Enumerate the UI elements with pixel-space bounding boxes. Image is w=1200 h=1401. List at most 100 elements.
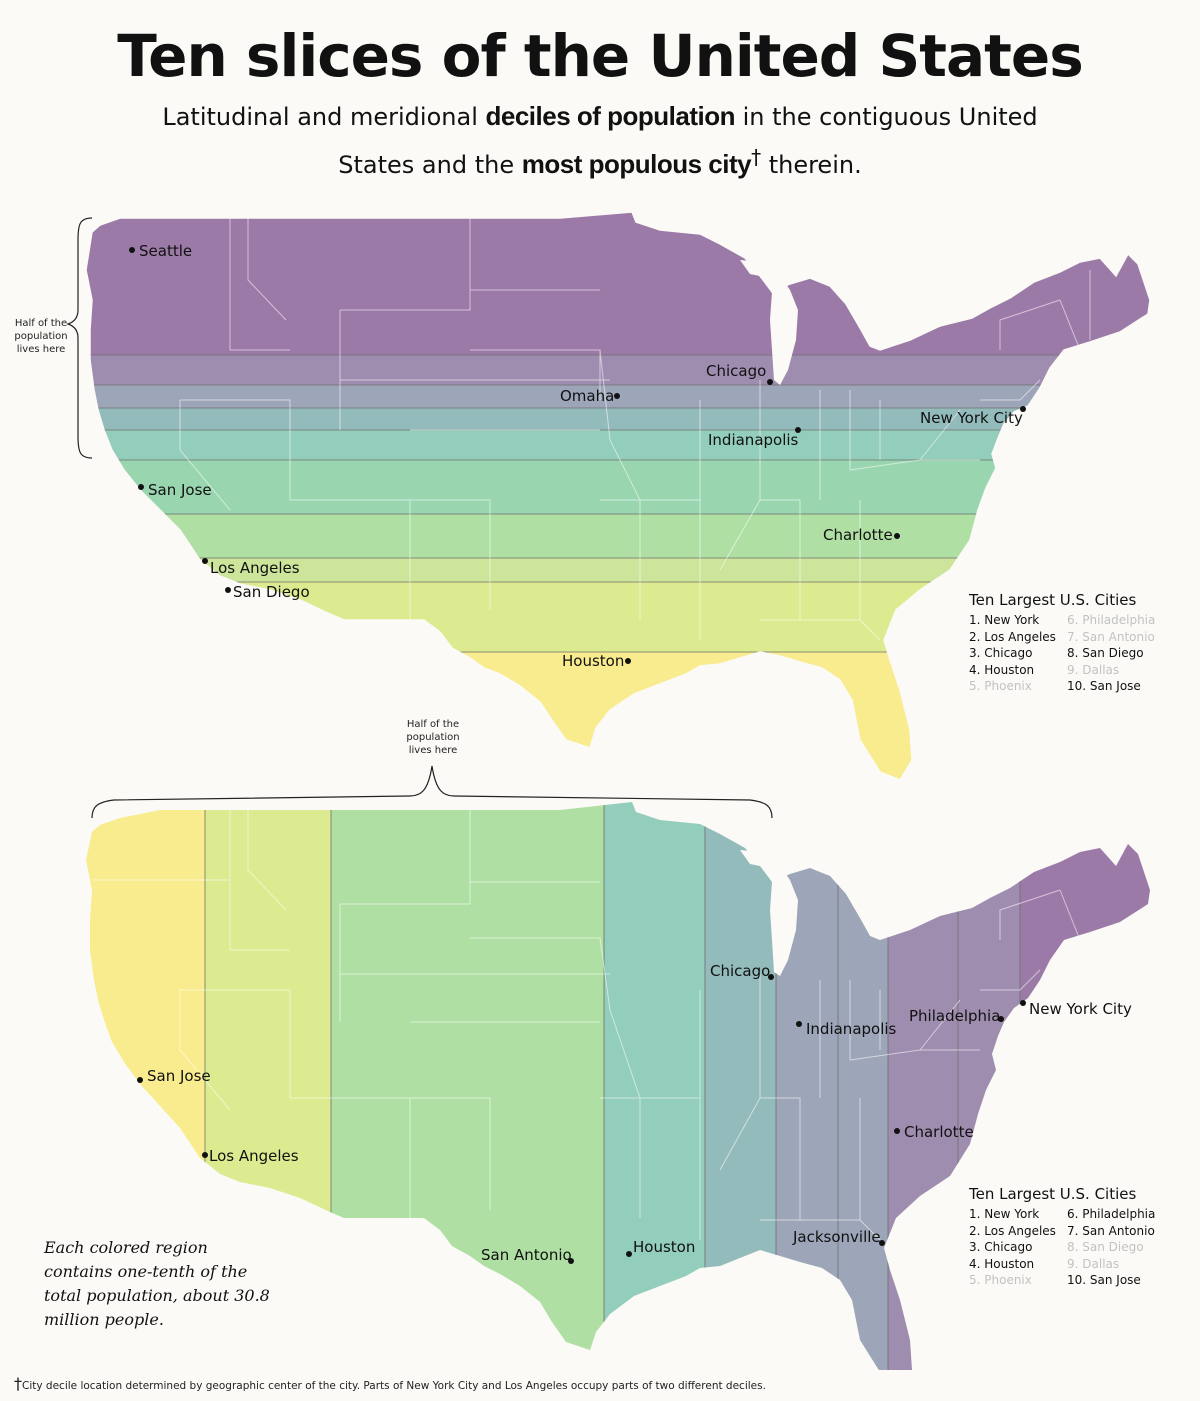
legend-item: 4. Houston xyxy=(969,1256,1035,1271)
legend-item: 6. Philadelphia xyxy=(1067,1207,1156,1221)
legend-items: 1. New York 6. Philadelphia 2. Los Angel… xyxy=(969,613,1169,695)
subtitle-bold-city: most populous city xyxy=(521,149,752,179)
city-dot-new-york-city xyxy=(1020,1000,1026,1006)
city-label-indianapolis: Indianapolis xyxy=(708,431,799,449)
city-dot-san-jose xyxy=(138,484,144,490)
city-label-houston: Houston xyxy=(633,1238,696,1256)
latitudinal-decile-band xyxy=(86,460,1150,514)
legend-item: 4. Houston xyxy=(969,662,1035,677)
city-dot-san-antonio xyxy=(568,1258,574,1264)
meridional-map-svg xyxy=(86,765,1150,1370)
city-label-san-antonio: San Antonio xyxy=(481,1246,572,1264)
city-label-new-york-city: New York City xyxy=(920,409,1023,427)
legend-item: 9. Dallas xyxy=(1067,662,1120,677)
footnote: †City decile location determined by geog… xyxy=(14,1374,766,1393)
subtitle-dagger: † xyxy=(751,145,762,169)
legend-item: 2. Los Angeles xyxy=(969,1223,1056,1238)
city-label-new-york-city: New York City xyxy=(1029,1000,1132,1018)
city-dot-chicago xyxy=(767,379,773,385)
meridional-state-borders xyxy=(92,810,1081,1241)
city-dot-houston xyxy=(625,658,631,664)
legend-item: 1. New York xyxy=(969,1207,1040,1221)
meridional-decile-band xyxy=(705,802,776,1370)
legend-item: 5. Phoenix xyxy=(969,679,1032,693)
city-dot-charlotte xyxy=(894,1128,900,1134)
latitudinal-state-borders xyxy=(179,218,1091,641)
city-label-san-jose: San Jose xyxy=(148,481,212,499)
city-label-jacksonville: Jacksonville xyxy=(793,1228,881,1246)
latitudinal-decile-map: Half of the population lives here Seattl… xyxy=(0,200,1200,790)
page-title: Ten slices of the United States xyxy=(117,22,1083,90)
lake-superior xyxy=(740,260,780,278)
legend-item: 10. San Jose xyxy=(1067,679,1141,693)
legend-item: 3. Chicago xyxy=(969,646,1033,660)
latitudinal-decile-band xyxy=(86,355,1150,385)
latitudinal-decile-band xyxy=(86,558,1150,582)
lake-michigan xyxy=(770,860,798,976)
city-dot-los-angeles xyxy=(202,558,208,564)
city-dot-san-diego xyxy=(225,587,231,593)
city-dot-jacksonville xyxy=(879,1240,885,1246)
legend-item: 10. San Jose xyxy=(1067,1273,1141,1287)
footnote-dagger: † xyxy=(14,1374,22,1393)
lake-superior xyxy=(740,850,780,868)
subtitle-part-1: Latitudinal and meridional xyxy=(162,103,486,131)
city-label-san-jose: San Jose xyxy=(147,1067,211,1085)
subtitle-bold-deciles: deciles of population xyxy=(485,101,735,131)
city-label-charlotte: Charlotte xyxy=(823,526,893,544)
brace-half-population-top xyxy=(91,765,773,819)
city-label-indianapolis: Indianapolis xyxy=(806,1020,897,1038)
decile-note: Each colored region contains one-tenth o… xyxy=(44,1238,270,1329)
city-label-seattle: Seattle xyxy=(139,242,193,260)
city-dot-new-york-city xyxy=(1020,406,1026,412)
legend-item: 8. San Diego xyxy=(1067,646,1144,660)
latitudinal-outline xyxy=(85,211,1151,781)
meridional-decile-band xyxy=(604,802,705,1370)
city-label-charlotte: Charlotte xyxy=(904,1123,974,1141)
city-label-houston: Houston xyxy=(562,652,625,670)
meridional-decile-map: Half of the population lives here Chicag… xyxy=(0,710,1200,1370)
city-dot-omaha xyxy=(614,393,620,399)
city-dot-los-angeles xyxy=(202,1152,208,1158)
subtitle-part-2: in the contiguous United States and the xyxy=(338,103,1038,179)
latitudinal-decile-band xyxy=(86,408,1150,430)
legend-item: 1. New York xyxy=(969,613,1040,627)
city-dot-indianapolis xyxy=(796,1021,802,1027)
city-label-los-angeles: Los Angeles xyxy=(210,559,300,577)
legend-item: 6. Philadelphia xyxy=(1067,613,1156,627)
city-label-chicago: Chicago xyxy=(710,962,771,980)
legend-item: 9. Dallas xyxy=(1067,1256,1120,1271)
brace-label-meridional: Half of the population lives here xyxy=(406,719,460,756)
brace-half-population-left xyxy=(66,217,93,459)
latitudinal-decile-band xyxy=(86,212,1150,355)
legend-item: 7. San Antonio xyxy=(1067,629,1155,644)
legend-latitudinal: Ten Largest U.S. Cities 1. New York 6. P… xyxy=(969,591,1169,695)
city-dot-philadelphia xyxy=(998,1016,1004,1022)
city-dot-seattle xyxy=(129,247,135,253)
meridional-decile-band xyxy=(776,802,838,1370)
city-dot-chicago xyxy=(768,974,774,980)
latitudinal-decile-band xyxy=(86,514,1150,558)
city-dot-charlotte xyxy=(894,533,900,539)
legend-item: 2. Los Angeles xyxy=(969,629,1056,644)
legend-title: Ten Largest U.S. Cities xyxy=(969,591,1137,609)
city-dot-san-jose xyxy=(137,1077,143,1083)
legend-item: 7. San Antonio xyxy=(1067,1223,1155,1238)
city-label-san-diego: San Diego xyxy=(233,583,310,601)
city-label-chicago: Chicago xyxy=(706,362,767,380)
city-label-philadelphia: Philadelphia xyxy=(909,1007,1001,1025)
meridional-decile-band xyxy=(888,802,958,1370)
legend-item: 5. Phoenix xyxy=(969,1273,1032,1287)
city-dot-houston xyxy=(626,1251,632,1257)
footnote-text: City decile location determined by geogr… xyxy=(22,1380,766,1392)
brace-label-latitudinal: Half of the population lives here xyxy=(14,318,68,355)
latitudinal-map-svg xyxy=(66,211,1151,781)
city-label-los-angeles: Los Angeles xyxy=(209,1147,299,1165)
subtitle-part-3: therein. xyxy=(761,151,862,179)
legend-item: 8. San Diego xyxy=(1067,1240,1144,1254)
lake-michigan xyxy=(770,270,798,385)
city-label-omaha: Omaha xyxy=(560,387,615,405)
legend-item: 3. Chicago xyxy=(969,1240,1033,1254)
legend-items: 1. New York 6. Philadelphia 2. Los Angel… xyxy=(969,1207,1169,1289)
subtitle: Latitudinal and meridional deciles of po… xyxy=(150,96,1050,185)
